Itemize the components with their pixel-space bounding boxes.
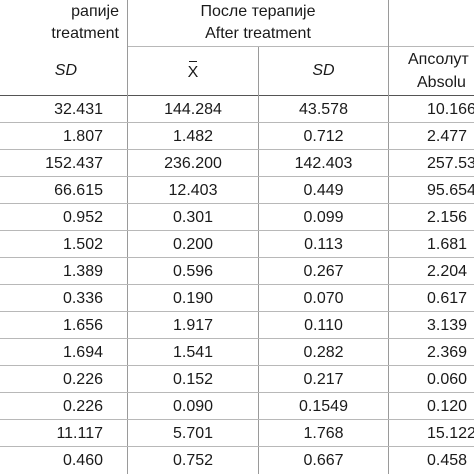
cell-sd-after: 0.282: [303, 343, 344, 361]
cell-mean-after: 144.284: [164, 100, 222, 118]
absolute-header-en: Absolu: [417, 74, 466, 91]
before-treatment-header-sr: рапије: [71, 3, 119, 20]
cell-absolute: 2.204: [427, 262, 468, 280]
cell-absolute: 0.120: [427, 397, 468, 415]
row-divider: [0, 311, 474, 312]
cell-sd-after: 0.667: [303, 451, 344, 469]
cell-absolute: 2.156: [427, 208, 468, 226]
cell-absolute: 2.477: [427, 127, 468, 145]
cell-sd-before: 32.431: [54, 100, 103, 118]
col-divider-1: [127, 0, 128, 474]
cell-absolute: 0.060: [427, 370, 468, 388]
cell-mean-after: 1.482: [172, 127, 214, 145]
cell-mean-after: 236.200: [164, 154, 222, 172]
row-divider: [0, 446, 474, 447]
cell-mean-after: 12.403: [168, 181, 218, 199]
cell-sd-after: 1.768: [303, 424, 344, 442]
cell-sd-before: 1.656: [62, 316, 103, 334]
x-bar-symbol: X: [188, 60, 198, 82]
row-divider: [0, 284, 474, 285]
cell-mean-after: 0.152: [172, 370, 214, 388]
cell-mean-after: 0.190: [172, 289, 214, 307]
row-divider: [0, 230, 474, 231]
cell-absolute: 0.458: [427, 451, 468, 469]
cell-absolute: 257.53: [427, 154, 474, 172]
cell-sd-before: 0.226: [62, 397, 103, 415]
cell-sd-before: 1.694: [62, 343, 103, 361]
before-treatment-header-en: treatment: [51, 25, 119, 42]
sd-after-header: SD: [312, 62, 335, 79]
cell-sd-after: 43.578: [299, 100, 348, 118]
cell-sd-after: 0.712: [303, 127, 344, 145]
cell-mean-after: 0.301: [172, 208, 214, 226]
row-divider: [0, 149, 474, 150]
cell-sd-before: 1.389: [62, 262, 103, 280]
cell-absolute: 95.654: [427, 181, 474, 199]
col-divider-3: [388, 0, 389, 474]
cell-mean-after: 1.541: [172, 343, 214, 361]
cell-mean-after: 0.200: [172, 235, 214, 253]
cell-sd-before: 11.117: [56, 424, 103, 442]
row-divider: [0, 338, 474, 339]
cell-absolute: 10.166: [427, 100, 474, 118]
cell-absolute: 2.369: [427, 343, 468, 361]
cell-sd-after: 0.070: [303, 289, 344, 307]
absolute-header-sr: Апсолут: [408, 51, 469, 68]
header-divider-bottom: [0, 95, 474, 96]
col-divider-2: [258, 47, 259, 474]
after-treatment-header-sr: После терапије: [200, 3, 316, 20]
cell-sd-after: 0.217: [303, 370, 344, 388]
mean-after-header: X: [128, 47, 258, 95]
cell-sd-before: 66.615: [54, 181, 103, 199]
cell-sd-before: 1.502: [62, 235, 103, 253]
row-divider: [0, 257, 474, 258]
cell-mean-after: 0.090: [172, 397, 214, 415]
row-divider: [0, 176, 474, 177]
cell-sd-before: 0.952: [62, 208, 103, 226]
cell-sd-before: 1.807: [62, 127, 103, 145]
cell-absolute: 1.681: [427, 235, 468, 253]
cell-sd-after: 142.403: [294, 154, 353, 172]
cell-mean-after: 5.701: [172, 424, 214, 442]
cell-sd-before: 152.437: [45, 154, 103, 172]
cell-sd-after: 0.113: [304, 235, 343, 253]
cell-absolute: 3.139: [427, 316, 468, 334]
header-divider-top: [128, 46, 474, 47]
row-divider: [0, 203, 474, 204]
row-divider: [0, 365, 474, 366]
cell-sd-before: 0.226: [62, 370, 103, 388]
cell-sd-after: 0.449: [303, 181, 344, 199]
cell-sd-after: 0.110: [304, 316, 343, 334]
cell-sd-after: 0.099: [303, 208, 344, 226]
cell-mean-after: 1.917: [172, 316, 214, 334]
cell-sd-before: 0.460: [62, 451, 103, 469]
row-divider: [0, 419, 474, 420]
cell-mean-after: 0.596: [172, 262, 214, 280]
row-divider: [0, 122, 474, 123]
cell-absolute: 15.122: [427, 424, 474, 442]
sd-before-header: SD: [54, 62, 77, 79]
cell-absolute: 0.617: [427, 289, 468, 307]
cell-sd-before: 0.336: [62, 289, 103, 307]
cell-sd-after: 0.1549: [299, 397, 348, 415]
cell-mean-after: 0.752: [172, 451, 214, 469]
after-treatment-header-en: After treatment: [205, 25, 311, 42]
cell-sd-after: 0.267: [303, 262, 344, 280]
row-divider: [0, 392, 474, 393]
